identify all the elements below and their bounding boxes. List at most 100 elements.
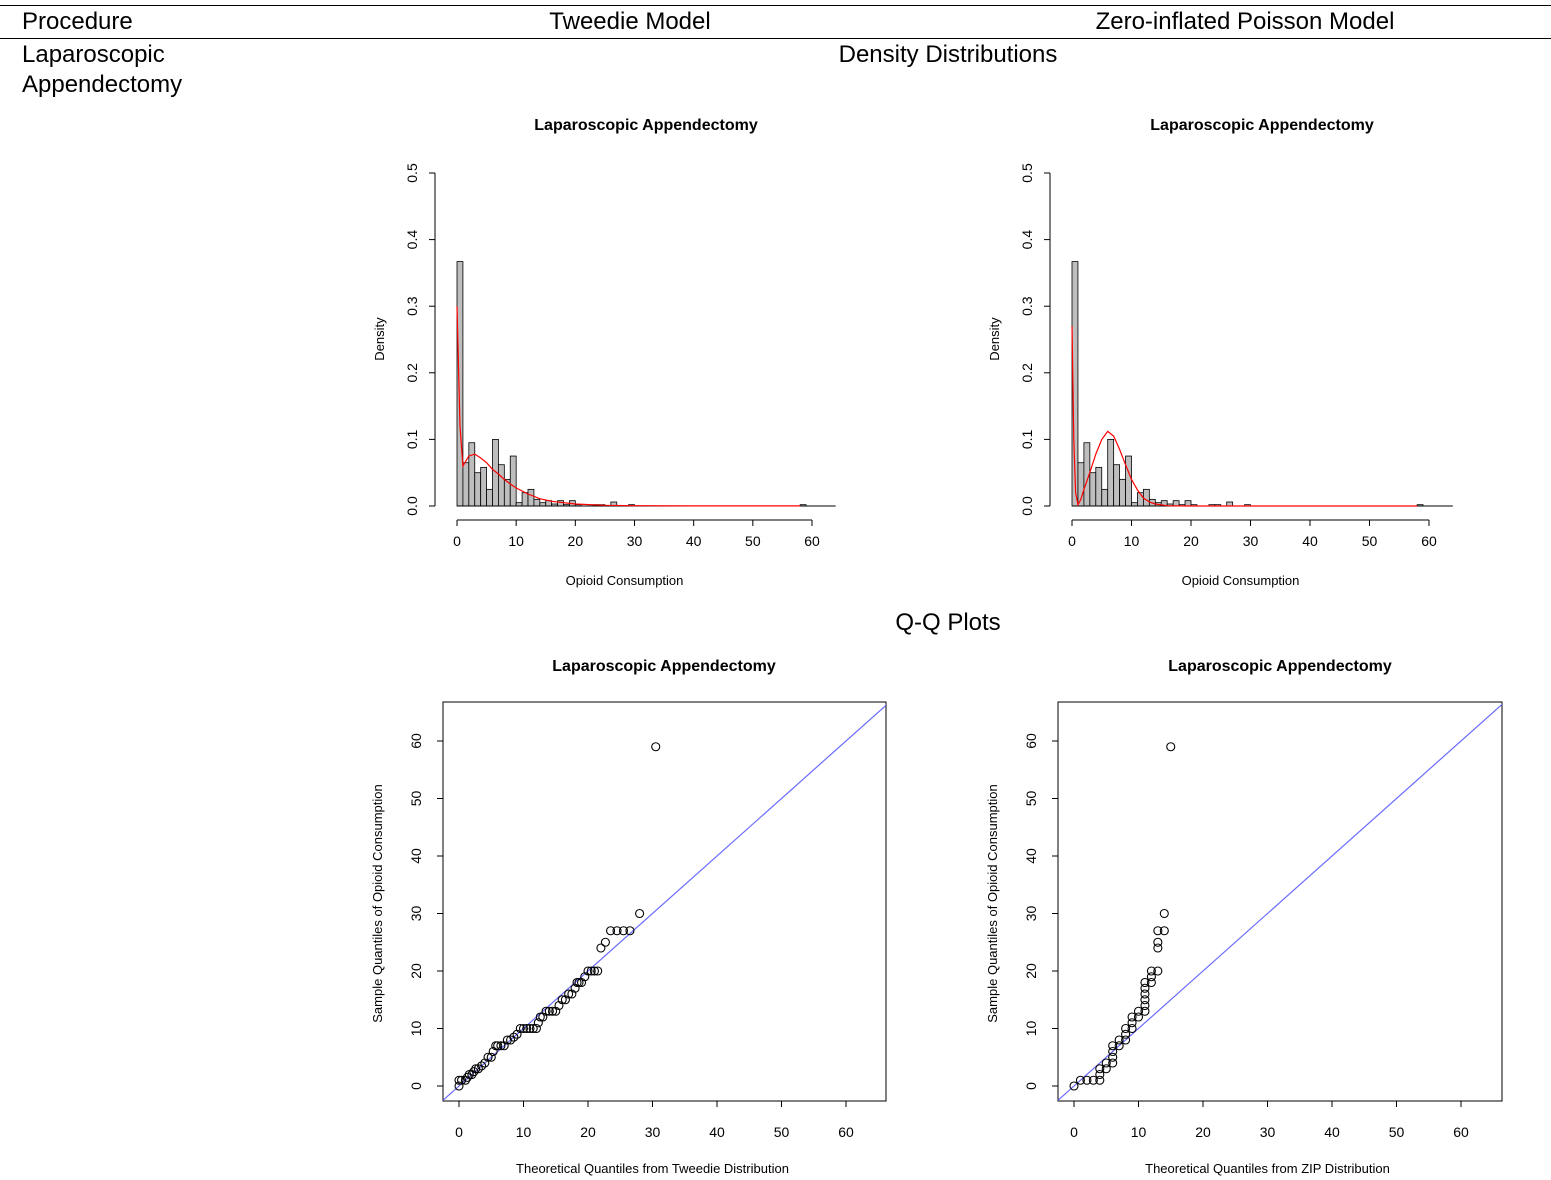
y-tick-label: 50 <box>1023 791 1039 807</box>
procedure-name-line2: Appendectomy <box>22 71 183 98</box>
x-tick-label: 40 <box>1324 1124 1340 1140</box>
x-tick-label: 0 <box>1068 533 1076 549</box>
histogram-bar <box>456 261 464 507</box>
data-point <box>1095 1064 1105 1074</box>
fitted-density-line <box>456 306 801 507</box>
x-tick-label: 30 <box>645 1124 661 1140</box>
data-point <box>1121 1029 1131 1039</box>
histogram-bar <box>1184 500 1192 507</box>
y-tick-label: 10 <box>1023 1021 1039 1037</box>
data-point <box>1108 1041 1118 1051</box>
data-point <box>1101 1058 1111 1068</box>
qq-zip-chart: Laparoscopic Appendectomy Theoretical Qua… <box>985 658 1503 1176</box>
data-point <box>596 943 606 953</box>
y-tick-label: 0.1 <box>404 429 420 449</box>
x-axis-label: Opioid Consumption <box>1182 573 1300 588</box>
data-point <box>635 908 645 919</box>
data-point <box>625 926 635 936</box>
y-tick-label: 0 <box>1023 1082 1039 1090</box>
data-point <box>1146 972 1156 982</box>
histogram-bar <box>480 466 487 507</box>
data-point <box>1146 966 1156 976</box>
y-tick-label: 0.2 <box>404 363 420 383</box>
data-point <box>1153 966 1163 976</box>
data-point <box>1153 943 1163 953</box>
data-point <box>547 1006 558 1016</box>
x-axis-label: Theoretical Quantiles from ZIP Distribut… <box>1145 1161 1390 1176</box>
data-point <box>483 1052 493 1062</box>
x-axis-label: Theoretical Quantiles from Tweedie Distr… <box>516 1161 789 1176</box>
data-point <box>1108 1058 1118 1068</box>
histogram-bar <box>1101 488 1109 507</box>
histogram-bar <box>1095 466 1103 507</box>
data-point <box>557 995 567 1005</box>
data-point <box>493 1041 503 1051</box>
section-qq-plots: Q-Q Plots <box>895 609 1001 636</box>
y-tick-label: 60 <box>1023 733 1039 749</box>
data-point <box>1088 1075 1098 1085</box>
data-point <box>600 937 610 947</box>
histogram-bar <box>1107 438 1115 507</box>
x-tick-label: 20 <box>568 533 584 549</box>
y-axis-label: Sample Quantiles of Opioid Consumption <box>370 784 385 1022</box>
section-density-distributions: Density Distributions <box>838 41 1058 68</box>
x-tick-label: 60 <box>1453 1124 1469 1140</box>
chart-title: Laparoscopic Appendectomy <box>552 658 776 675</box>
data-point <box>1140 983 1150 993</box>
table-header-rule <box>0 38 1551 39</box>
x-tick-label: 10 <box>516 1124 532 1140</box>
data-point <box>564 989 574 999</box>
procedure-name-line1: Laparoscopic <box>22 41 165 68</box>
y-tick-label: 0 <box>408 1082 424 1090</box>
data-point <box>533 1018 543 1028</box>
x-tick-label: 40 <box>1302 533 1318 549</box>
data-point <box>1108 1046 1118 1057</box>
chart-title: Laparoscopic Appendectomy <box>1168 658 1392 675</box>
data-point <box>1101 1064 1111 1074</box>
data-point <box>1114 1035 1124 1045</box>
x-tick-label: 20 <box>580 1124 596 1140</box>
histogram-bar <box>1172 500 1180 507</box>
histogram-bar <box>527 488 535 507</box>
y-tick-label: 0.3 <box>1019 296 1035 316</box>
x-tick-label: 60 <box>1421 533 1437 549</box>
data-point <box>1121 1023 1131 1034</box>
histogram-bar <box>1143 488 1150 507</box>
data-point <box>1114 1041 1124 1051</box>
data-point <box>606 926 616 936</box>
data-point <box>1159 908 1169 919</box>
data-point <box>1121 1035 1131 1045</box>
y-tick-label: 0.3 <box>404 296 420 316</box>
plot-frame <box>1057 701 1503 1102</box>
y-tick-label: 60 <box>408 733 424 749</box>
data-point <box>1153 937 1163 947</box>
data-point <box>1140 995 1150 1005</box>
x-tick-label: 50 <box>745 533 761 549</box>
data-point <box>586 966 596 976</box>
data-point <box>464 1069 474 1080</box>
y-tick-label: 0.5 <box>404 163 420 183</box>
data-point <box>1127 1018 1137 1028</box>
data-point <box>509 1032 519 1042</box>
data-point <box>589 966 600 976</box>
x-tick-label: 10 <box>1131 1124 1147 1140</box>
data-point <box>1153 926 1163 936</box>
histogram-bar <box>1119 478 1126 507</box>
data-point <box>1140 989 1150 999</box>
x-tick-label: 50 <box>1362 533 1378 549</box>
data-point <box>454 1075 464 1085</box>
data-point <box>612 926 622 936</box>
histogram-bar <box>486 488 493 507</box>
y-axis-label: Density <box>372 317 387 361</box>
y-tick-label: 20 <box>408 963 424 979</box>
data-point <box>496 1041 506 1051</box>
x-tick-label: 60 <box>804 533 820 549</box>
data-point <box>473 1064 483 1074</box>
x-tick-label: 0 <box>1070 1124 1078 1140</box>
data-point <box>1127 1023 1137 1034</box>
x-tick-label: 30 <box>1243 533 1259 549</box>
x-tick-label: 50 <box>774 1124 790 1140</box>
histogram-bar <box>1113 464 1121 507</box>
data-point <box>506 1035 516 1045</box>
data-point <box>528 1023 538 1034</box>
